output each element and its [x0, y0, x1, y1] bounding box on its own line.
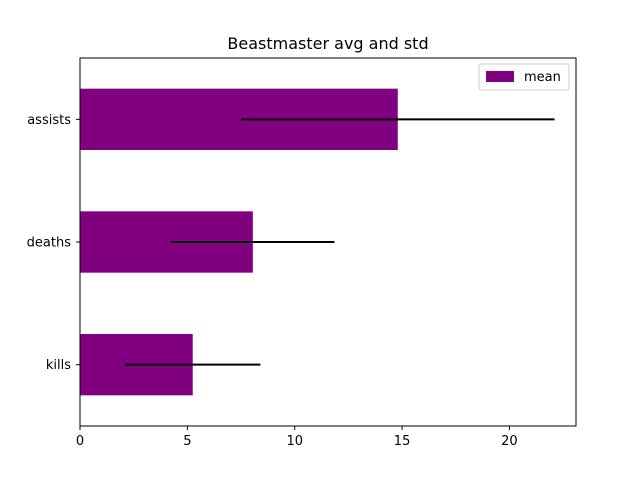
legend-box: [478, 63, 570, 91]
legend-swatch-mean: [486, 71, 514, 82]
x-tick-label-0: 0: [76, 434, 84, 449]
x-tick-label-15: 15: [394, 434, 411, 449]
y-tick-label-kills: kills: [46, 358, 71, 373]
legend: mean: [478, 63, 570, 91]
legend-label-mean: mean: [524, 70, 561, 85]
x-tick-label-10: 10: [286, 434, 303, 449]
y-tick-label-assists: assists: [27, 113, 71, 128]
y-tick-label-deaths: deaths: [27, 236, 72, 251]
x-tick-label-20: 20: [501, 434, 518, 449]
chart-title: Beastmaster avg and std: [227, 34, 428, 53]
x-tick-label-5: 5: [183, 434, 191, 449]
